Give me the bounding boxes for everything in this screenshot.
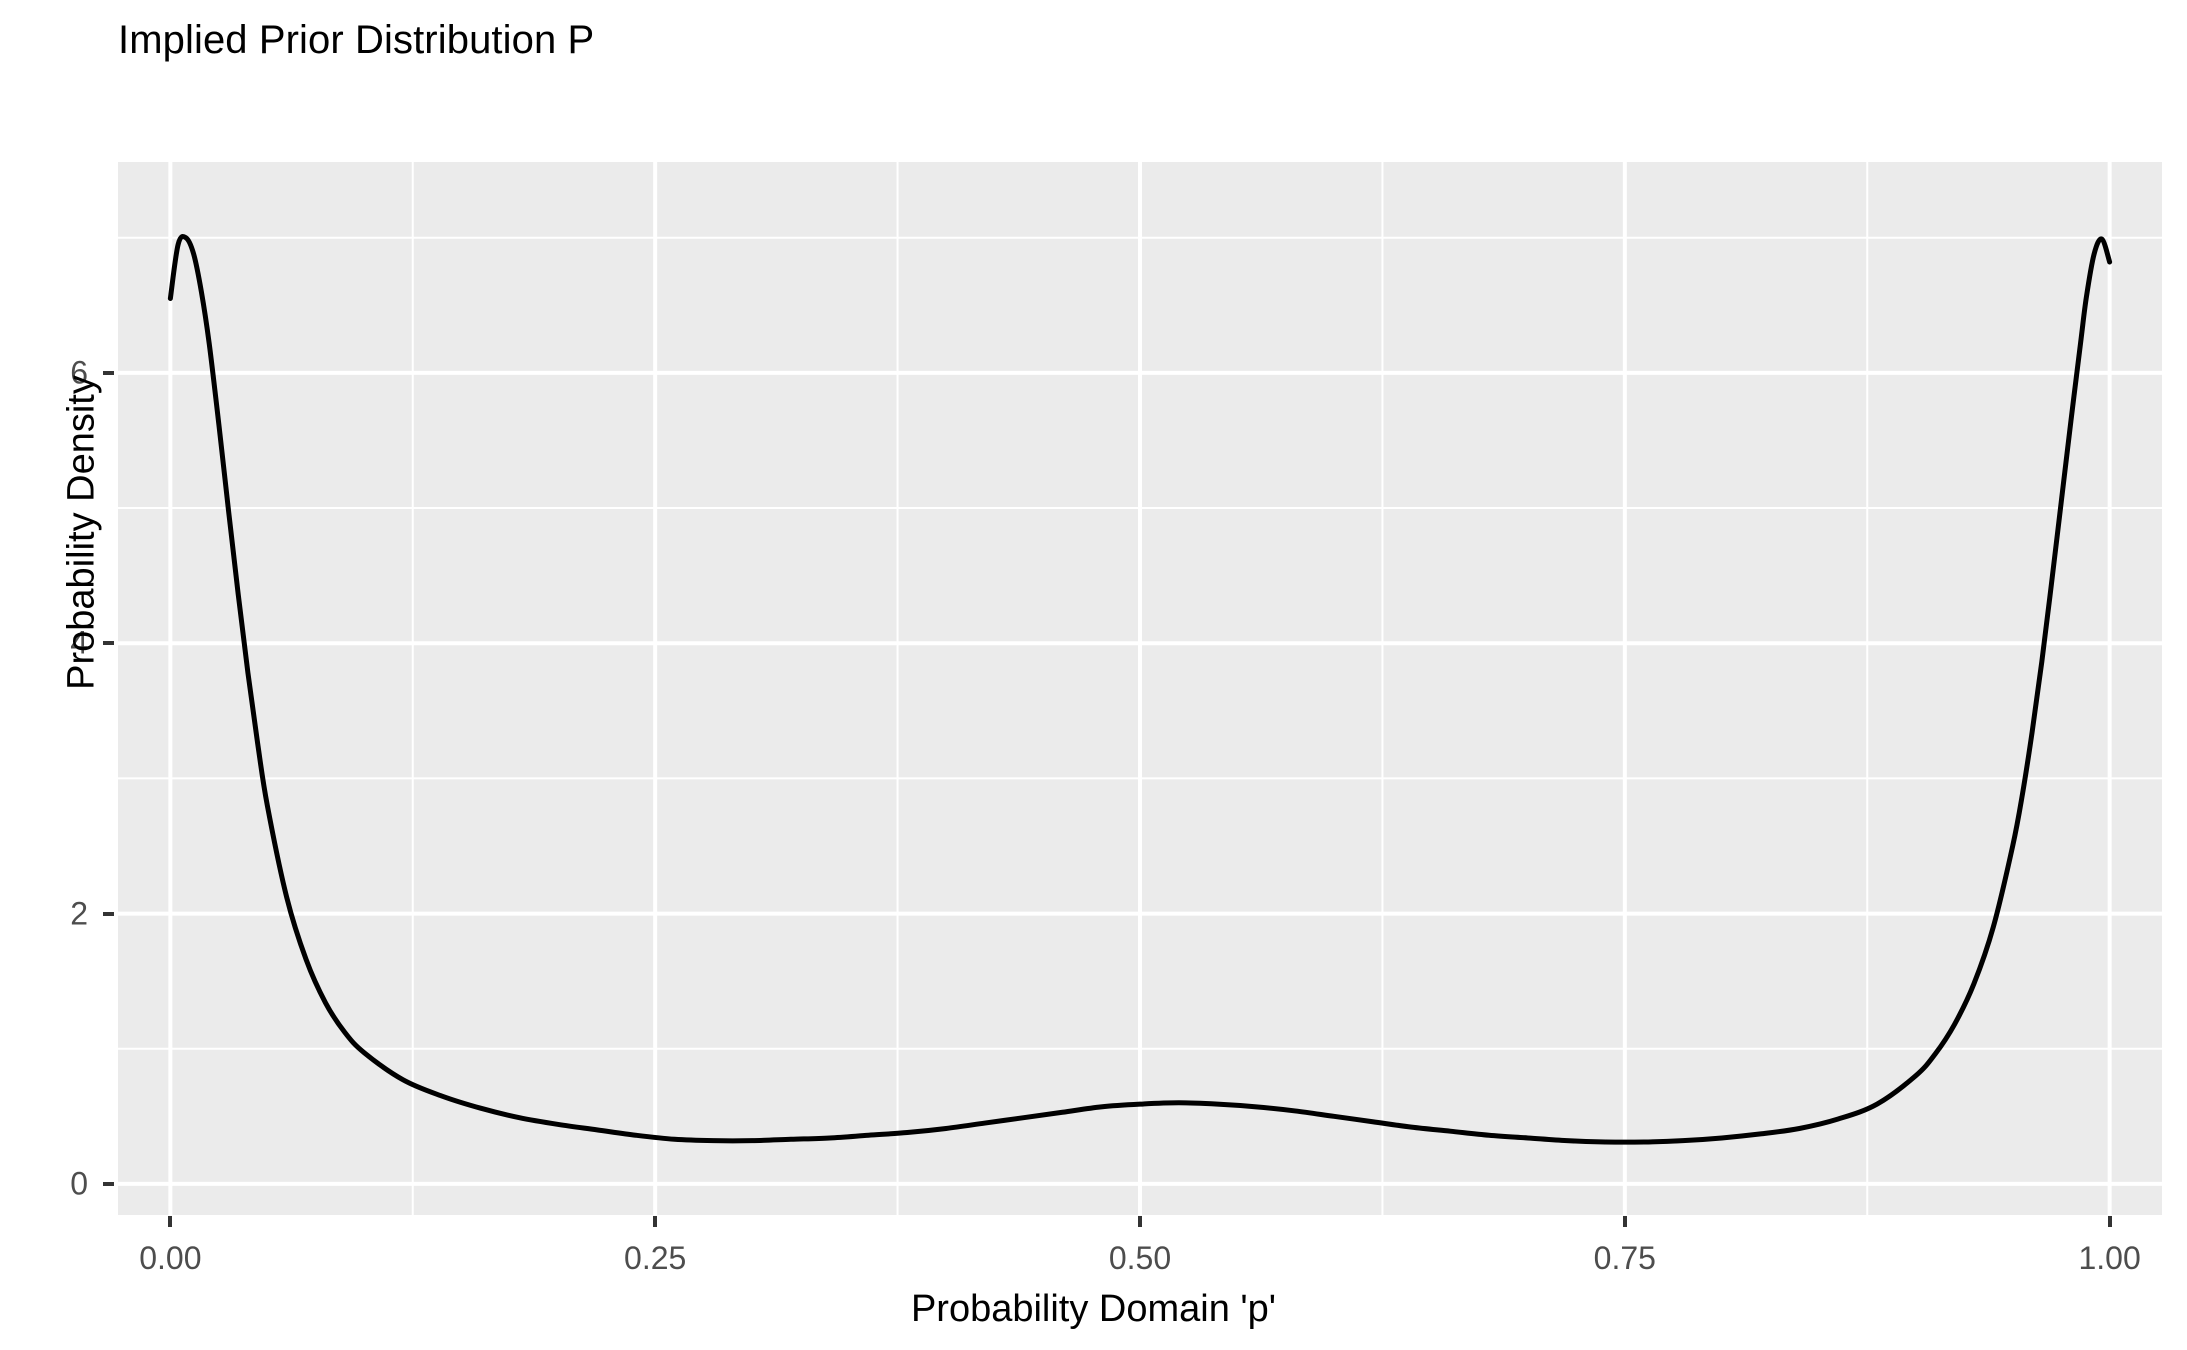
density-curve-svg bbox=[118, 162, 2162, 1215]
x-tick-mark bbox=[1138, 1216, 1142, 1227]
page-title: Implied Prior Distribution P bbox=[118, 18, 595, 62]
y-tick-mark bbox=[103, 641, 114, 646]
plot-panel bbox=[118, 162, 2162, 1215]
x-tick-mark bbox=[1622, 1216, 1627, 1227]
x-tick-label: 0.25 bbox=[624, 1240, 687, 1276]
x-tick-mark bbox=[653, 1216, 658, 1227]
x-axis-title: Probability Domain 'p' bbox=[910, 1288, 1277, 1330]
y-tick-label: 2 bbox=[70, 895, 88, 932]
x-tick-label: 0.75 bbox=[1593, 1240, 1656, 1276]
y-tick-label: 6 bbox=[70, 354, 88, 391]
x-tick-mark bbox=[2107, 1216, 2112, 1227]
y-tick-mark bbox=[103, 1181, 114, 1186]
x-tick-label: 0.00 bbox=[139, 1240, 202, 1276]
y-axis-title: Probability Density bbox=[60, 375, 103, 690]
gridlines bbox=[118, 162, 2162, 1215]
density-curve-path bbox=[167, 234, 2113, 1145]
y-tick-label: 0 bbox=[70, 1165, 88, 1202]
y-tick-label: 4 bbox=[70, 624, 88, 661]
y-tick-mark bbox=[103, 911, 114, 916]
x-tick-mark bbox=[168, 1216, 173, 1227]
y-tick-mark bbox=[103, 370, 114, 375]
x-tick-label: 0.50 bbox=[1108, 1240, 1172, 1276]
x-tick-label: 1.00 bbox=[2078, 1240, 2141, 1276]
